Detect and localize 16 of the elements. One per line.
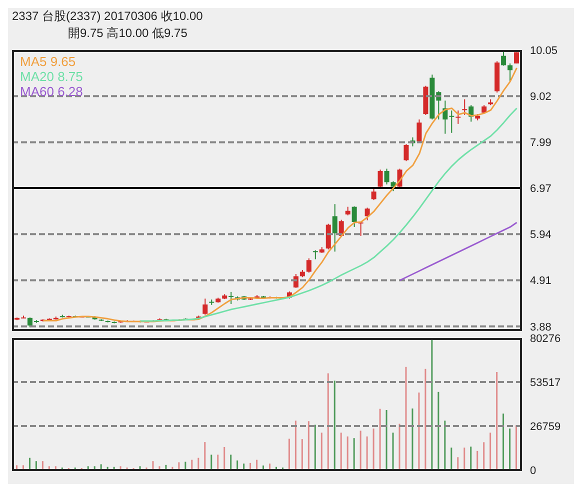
text: MA5 9.65 xyxy=(20,54,77,69)
y-tick-label: 5.94 xyxy=(530,229,552,242)
y-tick-label: 3.88 xyxy=(530,321,552,334)
y-tick-label: 9.02 xyxy=(530,91,552,104)
y-tick-label: 6.97 xyxy=(530,182,552,195)
text: MA60 6.28 xyxy=(20,84,83,99)
y-tick-label: 53517 xyxy=(530,376,561,389)
chart-title: 2337 台股(2337) 20170306 收10.00 xyxy=(11,8,204,25)
text: MA20 8.75 xyxy=(20,69,83,84)
y-tick-label: 80276 xyxy=(530,332,561,345)
y-tick-label: 7.99 xyxy=(530,137,552,150)
y-tick-label: 10.05 xyxy=(530,44,558,57)
y-tick-label: 4.91 xyxy=(530,275,552,288)
chart-subtitle: 開9.75 高10.00 低9.75 xyxy=(67,25,188,42)
y-tick-label: 26759 xyxy=(530,420,561,433)
y-tick-label: 0 xyxy=(530,464,536,477)
